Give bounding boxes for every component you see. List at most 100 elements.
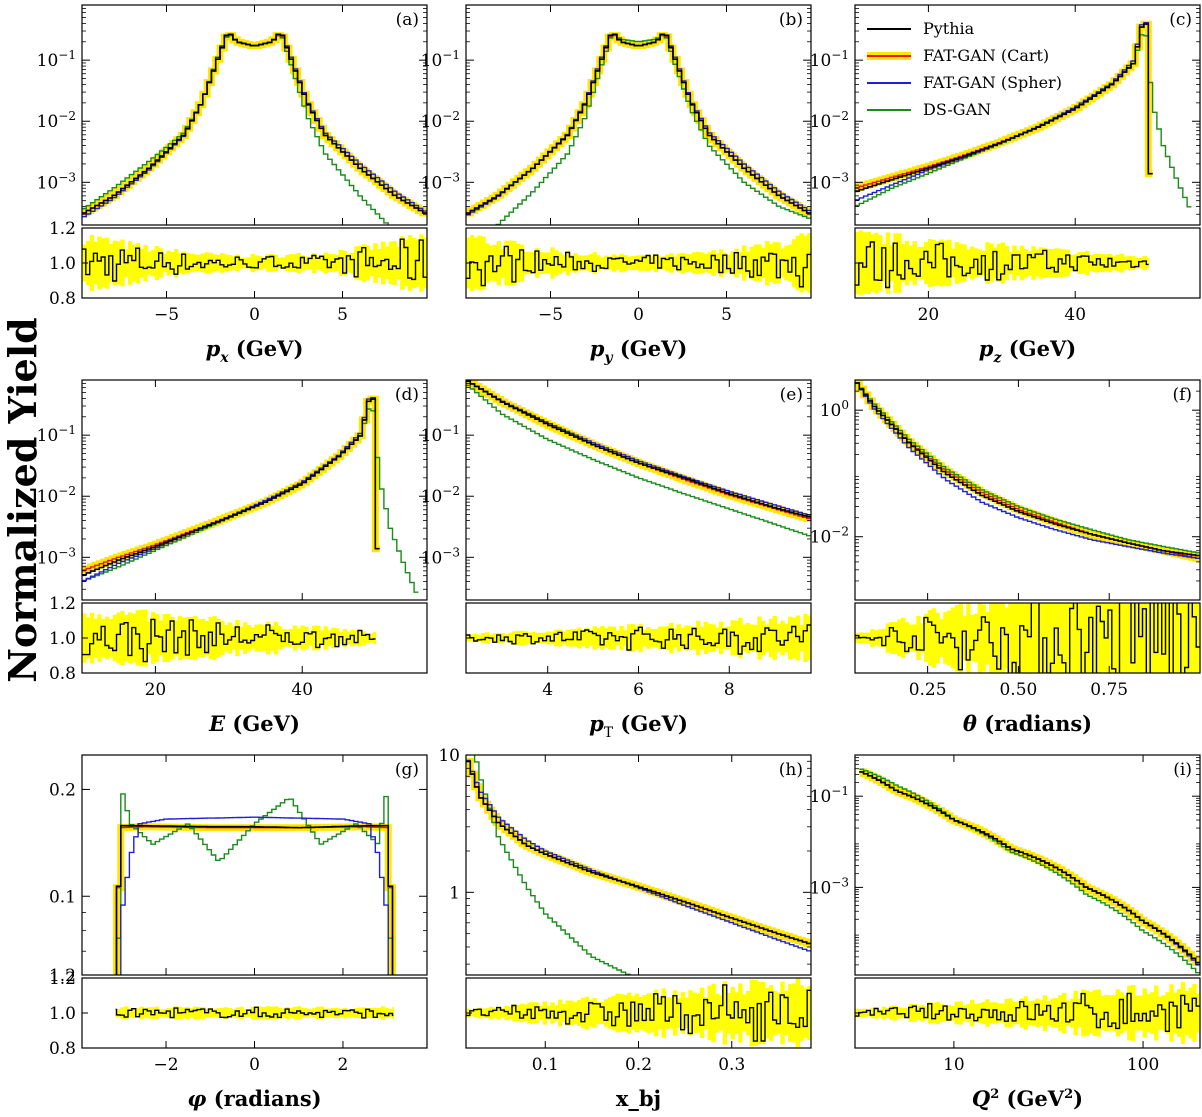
ratio-band-bin — [970, 615, 975, 662]
ratio-band-bin — [1196, 603, 1200, 673]
panel-a: 10−3 10−2 10−1 (a) 0.8 1.0 1.2 −5 0 5 px (GeV) — [37, 4, 428, 366]
ratio-band-bin — [1192, 984, 1197, 1042]
ratio-band-bin — [1081, 603, 1086, 673]
ratio-band-bin — [554, 629, 559, 647]
ratio-band-bin — [607, 626, 613, 650]
ratio-band-bin — [512, 1004, 517, 1022]
ratio-band-bin — [108, 619, 114, 657]
ratio-band-bin — [696, 251, 701, 275]
series-ds-gan — [859, 768, 1200, 974]
ratio-band-bin — [673, 990, 678, 1036]
ratio-band-bin — [1119, 992, 1124, 1034]
ratio-band-bin — [1111, 995, 1117, 1031]
ratio-band-bin — [342, 629, 348, 647]
ratio-band-bin — [220, 253, 225, 273]
ratio-band-bin — [523, 631, 528, 645]
ratio-band-bin — [384, 246, 390, 280]
ratio-band-bin — [699, 252, 705, 274]
ratio-band-bin — [1180, 603, 1186, 673]
ratio-band-bin — [346, 253, 351, 273]
ratio-band-bin — [489, 1006, 494, 1020]
x-tick-label: 40 — [1064, 305, 1086, 325]
ratio-band-bin — [893, 233, 898, 293]
ratio-band-bin — [935, 1001, 940, 1025]
ratio-band-bin — [711, 983, 716, 1043]
ratio-band-bin — [1062, 249, 1067, 277]
ratio-band-bin — [807, 986, 811, 1040]
ratio-band-bin — [143, 245, 148, 282]
ratio-band-bin — [1157, 603, 1163, 673]
ratio-band-bin — [1146, 257, 1150, 269]
legend-entry: FAT-GAN (Cart) — [867, 46, 1049, 65]
ratio-band-bin — [354, 246, 359, 280]
legend-entry: FAT-GAN (Spher) — [867, 73, 1062, 92]
ratio-band-bin — [477, 235, 482, 291]
ratio-band-bin — [369, 249, 374, 277]
ratio-band-bin — [893, 1005, 898, 1021]
ratio-band-bin — [619, 625, 624, 651]
ratio-band-bin — [878, 1009, 883, 1017]
ratio-band-bin — [147, 1007, 152, 1019]
ratio-band-bin — [627, 256, 632, 270]
ratio-band-bin — [753, 244, 758, 282]
ratio-band-bin — [788, 616, 793, 660]
ratio-band-bin — [765, 624, 770, 652]
ratio-band-bin — [924, 242, 929, 284]
legend-label: FAT-GAN (Cart) — [923, 46, 1049, 65]
ratio-band-bin — [1088, 992, 1094, 1034]
ratio-band-bin — [684, 254, 689, 273]
ratio-band-bin — [638, 997, 643, 1029]
ratio-band-bin — [657, 997, 663, 1029]
ratio-band-bin — [1119, 253, 1124, 273]
ratio-band-bin — [535, 1002, 540, 1024]
ratio-band-bin — [223, 254, 229, 272]
x-axis-label: py (GeV) — [590, 336, 688, 366]
ratio-band-bin — [927, 610, 933, 666]
ratio-band-bin — [1058, 248, 1063, 278]
ratio-band-bin — [692, 626, 697, 650]
ratio-band-bin — [407, 235, 413, 291]
ratio-band-bin — [749, 246, 755, 280]
ratio-band-bin — [227, 255, 233, 271]
ratio-band-bin — [546, 252, 551, 274]
x-tick-label: 5 — [337, 305, 348, 325]
ratio-band-bin — [611, 995, 617, 1031]
ratio-band-bin — [1019, 245, 1025, 281]
ratio-band-bin — [189, 1008, 194, 1018]
ratio-band-bin — [765, 240, 770, 286]
x-tick-label: 0.25 — [909, 680, 947, 700]
ratio-band-bin — [569, 1000, 574, 1026]
ratio-band-bin — [105, 616, 110, 660]
ratio-band-bin — [423, 237, 427, 289]
y-tick-label: 1 — [449, 883, 460, 903]
ratio-band-bin — [1161, 603, 1167, 673]
ratio-band-bin — [174, 249, 179, 277]
ratio-band-bin — [350, 629, 355, 647]
ratio-band-bin — [878, 235, 883, 291]
ratio-band-bin — [216, 255, 221, 271]
ratio-band-bin — [120, 239, 125, 287]
ratio-band-bin — [924, 613, 929, 663]
series-fat-gan-cart — [82, 398, 380, 571]
ratio-band-bin — [630, 996, 636, 1030]
ratio-band-bin — [1196, 993, 1200, 1033]
ratio-band-bin — [200, 1007, 206, 1019]
ratio-band-bin — [139, 248, 144, 278]
ratio-band-bin — [281, 257, 286, 269]
ratio-band-bin — [1138, 603, 1144, 673]
ratio-band-bin — [235, 620, 240, 656]
ratio-band-bin — [335, 1007, 340, 1019]
ratio-band-bin — [131, 1008, 137, 1018]
ratio-band-bin — [231, 1009, 236, 1017]
ratio-band-bin — [373, 631, 377, 645]
ratio-band-bin — [1169, 603, 1174, 673]
ratio-band-bin — [419, 234, 424, 292]
ratio-band-bin — [742, 245, 747, 281]
ratio-band-bin — [1092, 990, 1098, 1036]
ratio-band-bin — [1081, 252, 1086, 274]
ratio-band-bin — [174, 620, 179, 656]
ratio-band-bin — [312, 253, 317, 273]
ratio-band-bin — [1096, 603, 1101, 673]
ratio-band-bin — [676, 253, 682, 273]
ratio-band-bin — [197, 619, 202, 657]
